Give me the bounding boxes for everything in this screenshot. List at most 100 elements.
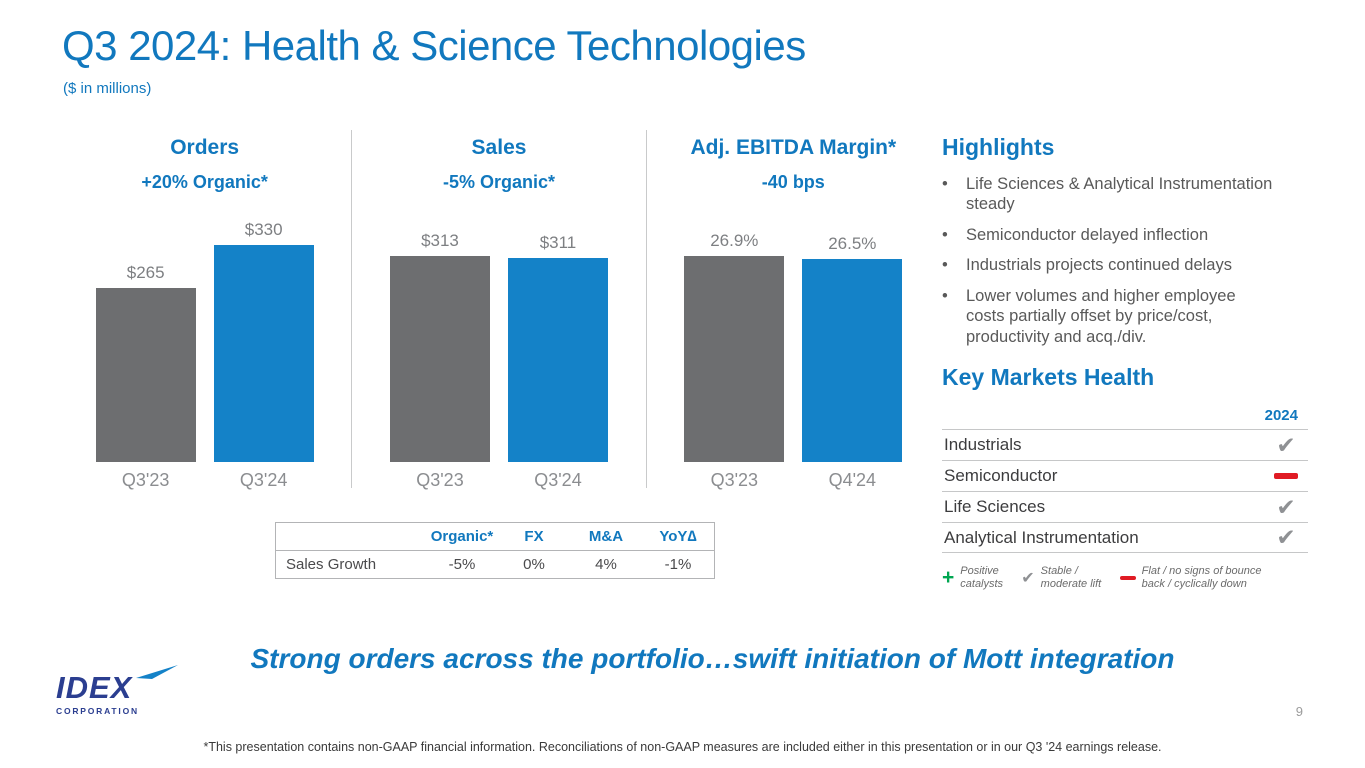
x-axis-labels: Q3'23 Q4'24 <box>684 470 902 491</box>
check-icon <box>1021 568 1034 588</box>
plus-icon <box>942 567 954 589</box>
bar-group: 26.9% <box>684 230 785 462</box>
panel-divider <box>645 130 647 488</box>
legend-item: Positive catalysts <box>942 565 1012 591</box>
key-market-row: Industrials <box>942 429 1308 460</box>
market-label: Analytical Instrumentation <box>944 527 1139 547</box>
x-tick: Q3'24 <box>534 470 582 490</box>
status-icon <box>1264 434 1308 457</box>
bar-group: $330 <box>213 220 314 462</box>
orders-bar-q324 <box>213 245 314 462</box>
status-icon <box>1264 526 1308 549</box>
sales-growth-data-row: Sales Growth -5% 0% 4% -1% <box>276 551 714 578</box>
sales-chart: Sales -5% Organic* $313 $311 Q3'23 Q3'24 <box>352 130 645 491</box>
footnote: *This presentation contains non-GAAP fin… <box>203 740 1162 754</box>
sales-plot: $313 $311 <box>389 210 608 462</box>
plane-icon <box>136 665 178 679</box>
highlights-list: • Life Sciences & Analytical Instrumenta… <box>942 174 1310 347</box>
orders-chart: Orders +20% Organic* $265 $330 Q3'23 Q3'… <box>58 130 351 491</box>
ebitda-plot: 26.9% 26.5% <box>684 210 903 462</box>
highlight-text: Industrials projects continued delays <box>966 256 1232 275</box>
bullet-icon: • <box>942 256 948 275</box>
sales-growth-table: Organic* FX M&A YoY∆ Sales Growth -5% 0%… <box>275 522 715 579</box>
legend-text: Flat / no signs of bounce back / cyclica… <box>1141 565 1262 591</box>
x-axis-labels: Q3'23 Q3'24 <box>390 470 608 491</box>
x-tick: Q3'23 <box>416 470 464 490</box>
idex-logo: IDEX CORPORATION <box>56 665 186 716</box>
header-cell-organic: Organic* <box>430 528 494 545</box>
highlight-item: • Life Sciences & Analytical Instrumenta… <box>942 174 1310 215</box>
bar-value-label: $311 <box>539 232 577 252</box>
highlights-title: Highlights <box>942 134 1055 160</box>
bar-value-label: $330 <box>244 220 283 240</box>
bar-group: $311 <box>507 232 608 462</box>
bar-group: 26.5% <box>802 233 903 462</box>
key-market-row: Life Sciences <box>942 491 1308 522</box>
highlight-item: • Lower volumes and higher employee cost… <box>942 286 1310 347</box>
bullet-icon: • <box>942 286 948 305</box>
ebitda-bar-q323 <box>684 255 785 462</box>
orders-chart-title: Orders <box>170 136 240 159</box>
market-label: Semiconductor <box>944 466 1058 486</box>
market-label: Industrials <box>944 435 1022 455</box>
header-cell-yoy: YoY∆ <box>659 528 697 545</box>
sales-chart-subtitle: -5% Organic* <box>442 172 556 192</box>
ebitda-chart-title: Adj. EBITDA Margin* <box>690 136 897 159</box>
legend-item: Flat / no signs of bounce back / cyclica… <box>1120 565 1282 591</box>
x-axis-labels: Q3'23 Q3'24 <box>96 470 314 491</box>
units-note: ($ in millions) <box>63 80 152 97</box>
status-icon <box>1264 468 1308 484</box>
bar-value-label: $313 <box>421 231 459 251</box>
header-cell <box>276 523 426 550</box>
row-label: Sales Growth <box>286 556 377 573</box>
charts-row: Orders +20% Organic* $265 $330 Q3'23 Q3'… <box>58 130 940 491</box>
bar-group: $265 <box>95 262 196 462</box>
bullet-icon: • <box>942 175 948 193</box>
status-icon <box>1264 496 1308 519</box>
header-cell-fx: FX <box>524 528 544 545</box>
legend-text: Positive catalysts <box>960 565 1004 591</box>
value-ma: 4% <box>595 556 617 573</box>
legend-text: Stable / moderate lift <box>1040 565 1102 591</box>
idex-logo-text: IDEX <box>56 665 186 705</box>
x-tick: Q3'23 <box>710 470 759 490</box>
takeaway-statement: Strong orders across the portfolio…swift… <box>250 643 1175 674</box>
panel-divider <box>351 130 353 488</box>
orders-chart-subtitle: +20% Organic* <box>141 172 268 192</box>
sales-growth-header-row: Organic* FX M&A YoY∆ <box>276 523 714 551</box>
bar-value-label: 26.5% <box>828 233 877 253</box>
key-markets-table: 2024 Industrials Semiconductor Life Scie… <box>942 399 1308 554</box>
ebitda-bar-q424 <box>802 258 903 462</box>
orders-bar-q323 <box>95 287 196 462</box>
highlight-text: Semiconductor delayed inflection <box>966 225 1209 244</box>
value-organic: -5% <box>448 556 476 573</box>
dash-icon <box>1120 569 1136 587</box>
value-fx: 0% <box>523 556 545 573</box>
highlight-text: Life Sciences & Analytical Instrumentati… <box>966 175 1273 214</box>
header-cell-ma: M&A <box>588 528 624 545</box>
orders-plot: $265 $330 <box>95 210 314 462</box>
x-tick: Q3'23 <box>121 470 170 490</box>
market-label: Life Sciences <box>944 497 1046 517</box>
key-market-row: Semiconductor <box>942 460 1308 491</box>
key-markets-title: Key Markets Health <box>942 364 1155 391</box>
highlight-text: Lower volumes and higher employee costs … <box>966 286 1236 346</box>
sales-bar-q323 <box>389 256 490 462</box>
status-legend: Positive catalysts Stable / moderate lif… <box>942 565 1310 591</box>
bullet-icon: • <box>942 225 948 244</box>
right-column: Highlights • Life Sciences & Analytical … <box>942 134 1310 592</box>
bar-value-label: 26.9% <box>710 230 759 250</box>
bar-value-label: $265 <box>126 262 165 282</box>
year-header: 2024 <box>1264 407 1298 425</box>
ebitda-chart-subtitle: -40 bps <box>761 172 825 192</box>
x-tick: Q3'24 <box>239 470 288 490</box>
logo-wordmark: IDEX <box>56 670 133 705</box>
sales-chart-title: Sales <box>471 136 527 159</box>
sales-bar-q324 <box>507 257 608 462</box>
page-number: 9 <box>1295 704 1303 719</box>
legend-item: Stable / moderate lift <box>1021 565 1110 591</box>
highlight-item: • Semiconductor delayed inflection <box>942 225 1310 245</box>
highlight-item: • Industrials projects continued delays <box>942 255 1310 275</box>
bar-group: $313 <box>389 231 490 462</box>
value-yoy: -1% <box>664 556 692 573</box>
